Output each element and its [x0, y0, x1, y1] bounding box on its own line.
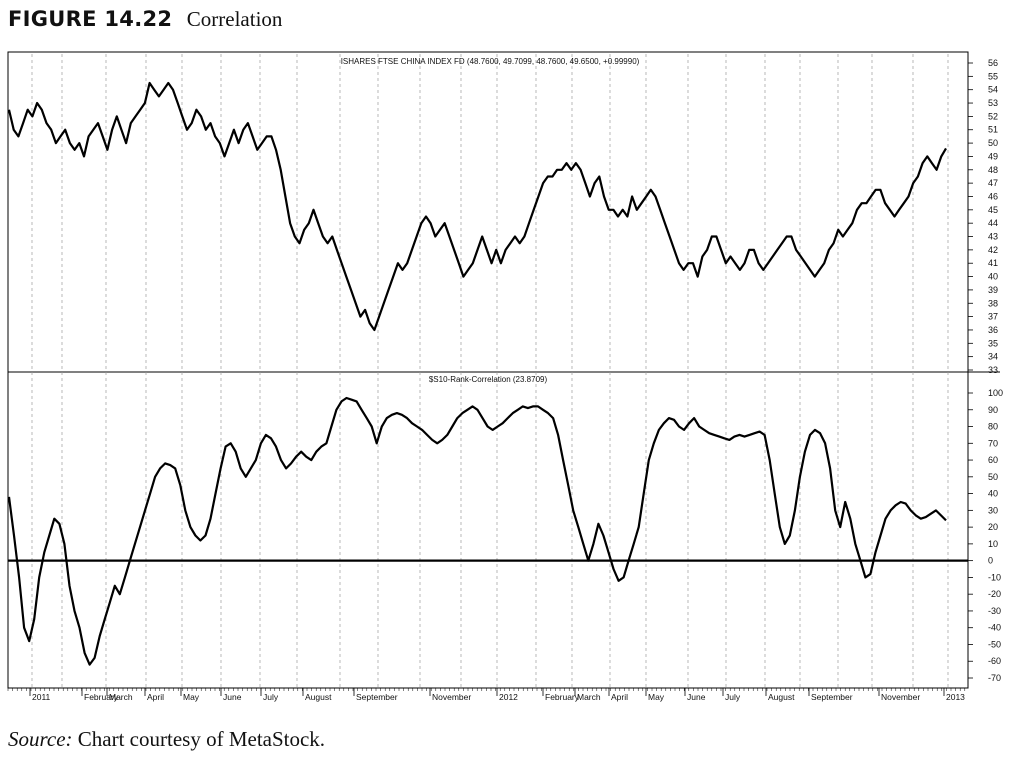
figure-caption: Correlation [186, 7, 283, 31]
x-tick-label: September [356, 692, 398, 702]
x-tick-label: November [881, 692, 920, 702]
x-tick-label: 2013 [946, 692, 965, 702]
correlation-tick-label: -40 [988, 623, 1001, 633]
price-tick-label: 41 [988, 258, 998, 268]
price-tick-label: 50 [988, 138, 998, 148]
price-tick-label: 56 [988, 58, 998, 68]
x-tick-label: March [109, 692, 133, 702]
correlation-tick-label: 70 [988, 438, 998, 448]
correlation-tick-label: -60 [988, 656, 1001, 666]
correlation-tick-label: 40 [988, 489, 998, 499]
x-tick-label: April [147, 692, 164, 702]
correlation-series-line [7, 396, 947, 666]
price-tick-label: 43 [988, 232, 998, 242]
x-tick-label: March [577, 692, 601, 702]
x-tick-label: May [183, 692, 200, 702]
x-tick-label: April [611, 692, 628, 702]
price-tick-label: 45 [988, 205, 998, 215]
x-tick-label: July [725, 692, 741, 702]
x-tick-label: June [687, 692, 706, 702]
price-tick-label: 46 [988, 191, 998, 201]
chart-frame [7, 51, 1000, 689]
price-tick-label: 55 [988, 71, 998, 81]
price-tick-label: 52 [988, 111, 998, 121]
price-tick-label: 51 [988, 125, 998, 135]
price-tick-label: 40 [988, 272, 998, 282]
x-tick-label: June [223, 692, 242, 702]
price-tick-label: 54 [988, 85, 998, 95]
price-tick-label: 38 [988, 298, 998, 308]
price-tick-label: 35 [988, 338, 998, 348]
x-tick-label: 2011 [32, 692, 51, 702]
price-tick-label: 36 [988, 325, 998, 335]
x-tick-label: July [263, 692, 279, 702]
series-layer [7, 81, 968, 666]
price-series-line [7, 81, 947, 332]
vertical-gridlines [31, 54, 949, 688]
x-tick-label: November [432, 692, 471, 702]
x-tick-label: May [648, 692, 665, 702]
x-tick-label: August [768, 692, 795, 702]
correlation-tick-label: 30 [988, 505, 998, 515]
x-tick-label: August [305, 692, 332, 702]
correlation-chart-title: $S10-Rank-Correlation (23.8709) [429, 375, 548, 384]
figure-title: FIGURE 14.22 Correlation [8, 4, 282, 34]
figure-label: FIGURE 14.22 [8, 7, 173, 31]
price-tick-label: 33 [988, 365, 998, 375]
correlation-tick-label: 100 [988, 388, 1003, 398]
price-tick-label: 49 [988, 151, 998, 161]
correlation-tick-label: -10 [988, 572, 1001, 582]
correlation-tick-label: 0 [988, 556, 993, 566]
x-tick-label: February [545, 692, 580, 702]
x-tick-label: September [811, 692, 853, 702]
correlation-tick-label: -70 [988, 673, 1001, 683]
correlation-tick-label: 60 [988, 455, 998, 465]
correlation-tick-label: -20 [988, 589, 1001, 599]
source-text: Chart courtesy of MetaStock. [77, 727, 326, 751]
plot-border [7, 51, 969, 689]
source-line: Source: Chart courtesy of MetaStock. [8, 727, 325, 752]
price-tick-label: 44 [988, 218, 998, 228]
correlation-tick-label: -50 [988, 639, 1001, 649]
correlation-tick-label: 10 [988, 539, 998, 549]
price-tick-label: 34 [988, 352, 998, 362]
correlation-y-axis: -70 -60 -50 -40 -30 -20 -10 0 10 20 30 40 50 60 70 80 90… [968, 388, 1003, 683]
correlation-tick-label: 20 [988, 522, 998, 532]
correlation-tick-label: 80 [988, 422, 998, 432]
price-tick-label: 37 [988, 312, 998, 322]
price-tick-label: 47 [988, 178, 998, 188]
price-chart-title: ISHARES FTSE CHINA INDEX FD (48.7600, 49… [341, 57, 640, 66]
source-label: Source: [8, 727, 73, 751]
price-y-axis: 33 34 35 36 37 38 39 40 41 42 43 44 45 46 47 48 49 50 51 52… [968, 58, 998, 375]
correlation-tick-label: 90 [988, 405, 998, 415]
x-tick-label: February [84, 692, 119, 702]
price-tick-label: 48 [988, 165, 998, 175]
price-tick-label: 42 [988, 245, 998, 255]
price-tick-label: 39 [988, 285, 998, 295]
correlation-tick-label: 50 [988, 472, 998, 482]
price-tick-label: 53 [988, 98, 998, 108]
x-tick-label: 2012 [499, 692, 518, 702]
correlation-tick-label: -30 [988, 606, 1001, 616]
